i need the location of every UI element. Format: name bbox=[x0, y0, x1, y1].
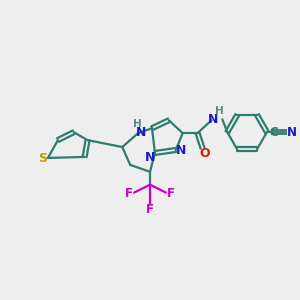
Text: N: N bbox=[145, 152, 155, 164]
Text: F: F bbox=[146, 203, 154, 216]
Text: S: S bbox=[38, 152, 47, 165]
Text: C: C bbox=[269, 126, 278, 139]
Text: N: N bbox=[176, 145, 186, 158]
Text: N: N bbox=[287, 126, 297, 139]
Text: N: N bbox=[136, 126, 146, 139]
Text: O: O bbox=[199, 148, 210, 160]
Text: N: N bbox=[208, 113, 219, 126]
Text: F: F bbox=[125, 187, 133, 200]
Text: F: F bbox=[167, 187, 175, 200]
Text: H: H bbox=[133, 119, 142, 129]
Text: H: H bbox=[215, 106, 224, 116]
